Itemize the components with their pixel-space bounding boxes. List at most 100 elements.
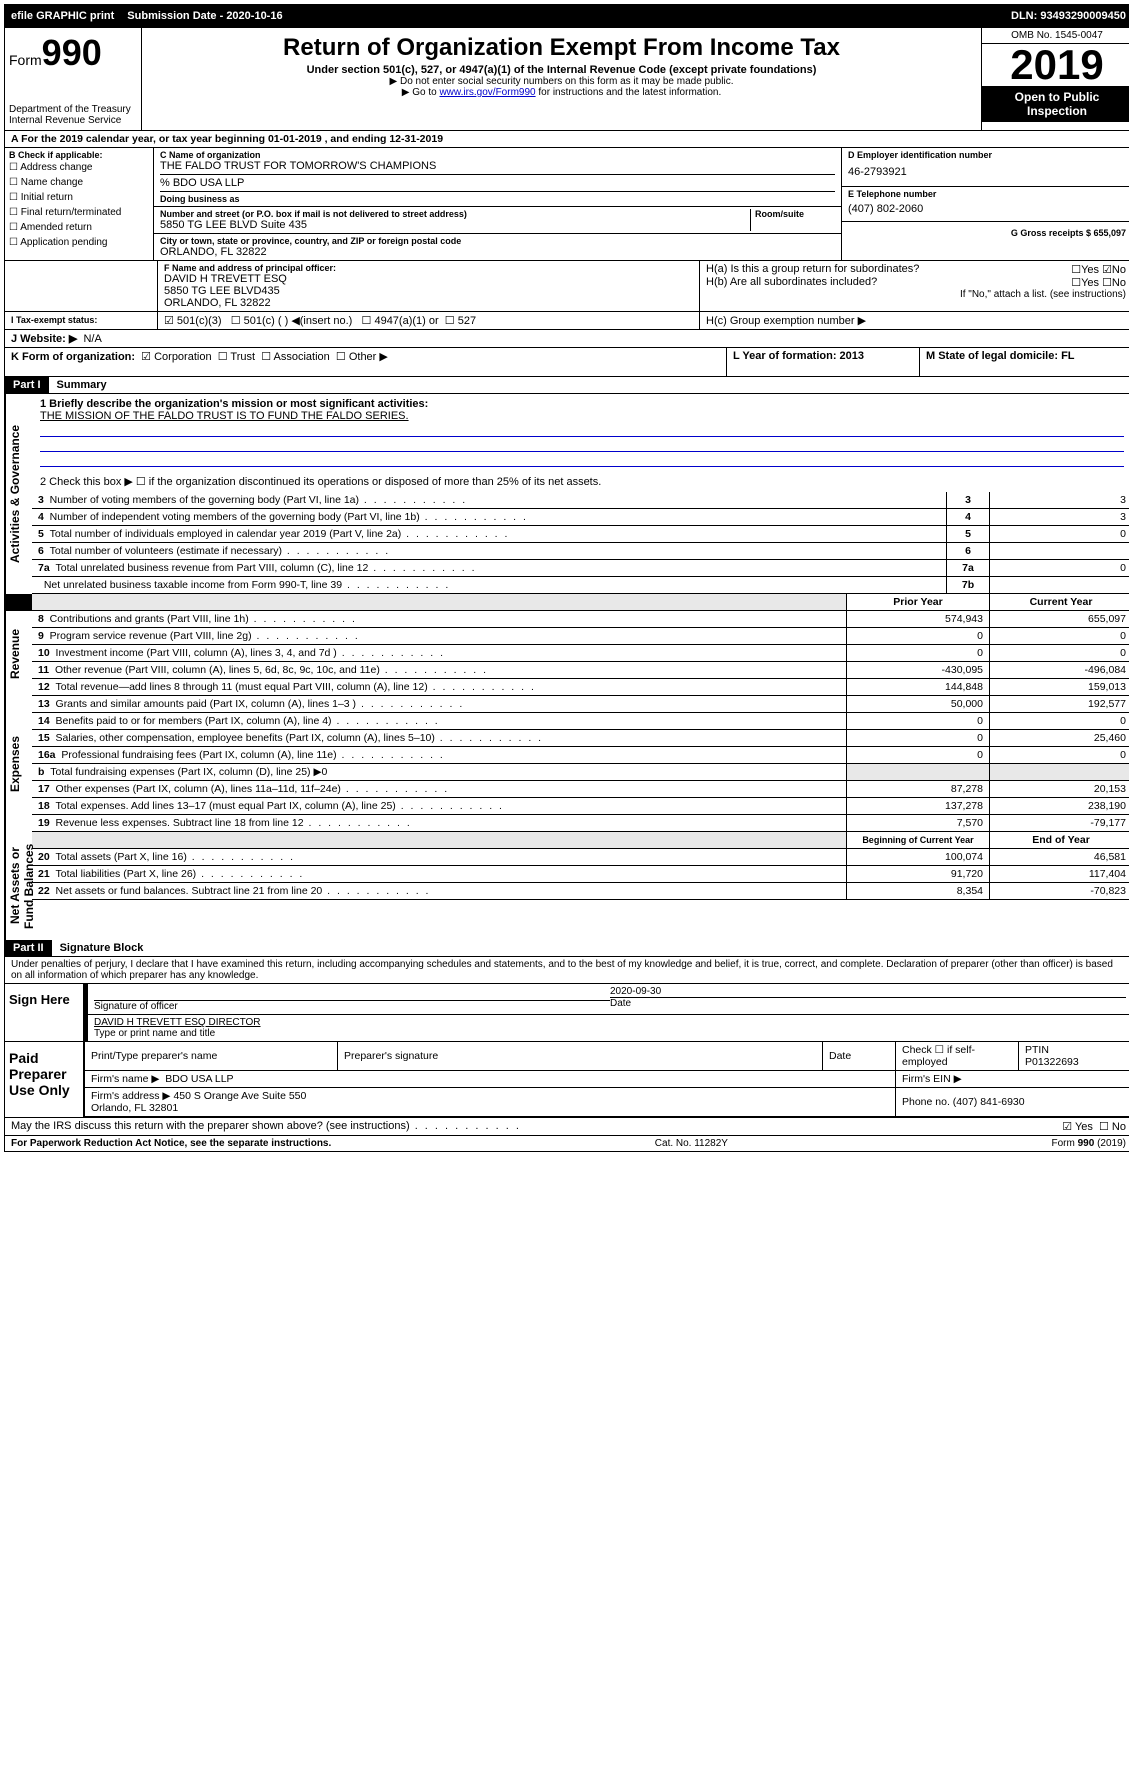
table-row: 17 Other expenses (Part IX, column (A), … — [32, 781, 1129, 798]
discuss-answer: ☑ Yes ☐ No — [970, 1118, 1129, 1135]
row-j: J Website: ▶ N/A — [4, 330, 1129, 348]
footer: For Paperwork Reduction Act Notice, see … — [4, 1136, 1129, 1152]
revenue-label: Revenue — [5, 611, 32, 696]
check-other[interactable]: ☐ Other ▶ — [336, 351, 388, 363]
table-row: 3 Number of voting members of the govern… — [32, 492, 1129, 509]
prior-year-header: Prior Year — [847, 594, 990, 611]
check-trust[interactable]: ☐ Trust — [218, 351, 255, 363]
table-row: 7a Total unrelated business revenue from… — [32, 560, 1129, 577]
table-row: 8 Contributions and grants (Part VIII, l… — [32, 611, 1129, 628]
top-bar: efile GRAPHIC print Submission Date - 20… — [4, 4, 1129, 28]
check-501c[interactable]: ☐ 501(c) ( ) ◀(insert no.) — [231, 315, 353, 327]
check-name-change[interactable]: ☐ Name change — [9, 175, 149, 190]
box-m: M State of legal domicile: FL — [920, 348, 1129, 376]
table-row: 12 Total revenue—add lines 8 through 11 … — [32, 679, 1129, 696]
box-b: B Check if applicable: ☐ Address change … — [5, 148, 154, 260]
tax-year: 2019 — [982, 44, 1129, 86]
form-subtitle: Under section 501(c), 527, or 4947(a)(1)… — [146, 64, 977, 76]
row-f-h: F Name and address of principal officer:… — [4, 261, 1129, 312]
sign-date: 2020-09-30 — [610, 986, 1126, 997]
activities-governance-section: Activities & Governance 1 Briefly descri… — [4, 394, 1129, 594]
efile-button[interactable]: efile GRAPHIC print — [5, 5, 121, 27]
care-of: % BDO USA LLP — [160, 174, 835, 189]
expenses-label: Expenses — [5, 696, 32, 832]
table-row: 18 Total expenses. Add lines 13–17 (must… — [32, 798, 1129, 815]
revenue-table: 8 Contributions and grants (Part VIII, l… — [32, 611, 1129, 696]
firm-ein-label: Firm's EIN ▶ — [896, 1071, 1129, 1088]
row-k-l-m: K Form of organization: ☑ Corporation ☐ … — [4, 348, 1129, 377]
check-4947[interactable]: ☐ 4947(a)(1) or — [362, 315, 439, 327]
form-note-2: ▶ Go to www.irs.gov/Form990 for instruct… — [146, 87, 977, 98]
table-row: 13 Grants and similar amounts paid (Part… — [32, 696, 1129, 713]
open-public-badge: Open to Public Inspection — [982, 86, 1129, 122]
paid-preparer-block: Paid Preparer Use Only Print/Type prepar… — [4, 1042, 1129, 1118]
street-address: 5850 TG LEE BLVD Suite 435 — [160, 219, 750, 231]
table-row: 16a Professional fundraising fees (Part … — [32, 747, 1129, 764]
expenses-table: 13 Grants and similar amounts paid (Part… — [32, 696, 1129, 832]
check-application-pending[interactable]: ☐ Application pending — [9, 235, 149, 250]
form-header: Form990 Department of the Treasury Inter… — [4, 28, 1129, 131]
submission-date: Submission Date - 2020-10-16 — [121, 5, 289, 27]
city-state-zip: ORLANDO, FL 32822 — [160, 246, 835, 258]
current-year-header: Current Year — [990, 594, 1129, 611]
firm-phone: Phone no. (407) 841-6930 — [896, 1088, 1129, 1117]
table-row: 6 Total number of volunteers (estimate i… — [32, 543, 1129, 560]
form-title: Return of Organization Exempt From Incom… — [146, 34, 977, 62]
q2-checkbox-row: 2 Check this box ▶ ☐ if the organization… — [40, 475, 1124, 488]
check-501c3[interactable]: ☑ 501(c)(3) — [164, 315, 222, 327]
website-value: N/A — [83, 333, 101, 345]
signature-line-label: Signature of officer — [94, 1000, 610, 1012]
firm-name: BDO USA LLP — [165, 1073, 233, 1085]
check-initial-return[interactable]: ☐ Initial return — [9, 190, 149, 205]
governance-table: 3 Number of voting members of the govern… — [32, 492, 1129, 594]
table-row: 22 Net assets or fund balances. Subtract… — [32, 883, 1129, 900]
h-b-answer: ☐Yes ☐No — [1071, 276, 1126, 289]
box-f: F Name and address of principal officer:… — [158, 261, 700, 311]
row-a-period: A For the 2019 calendar year, or tax yea… — [4, 131, 1129, 148]
expenses-section: Expenses 13 Grants and similar amounts p… — [4, 696, 1129, 832]
check-final-return[interactable]: ☐ Final return/terminated — [9, 205, 149, 220]
table-row: 4 Number of independent voting members o… — [32, 509, 1129, 526]
box-l: L Year of formation: 2013 — [727, 348, 920, 376]
check-amended[interactable]: ☐ Amended return — [9, 220, 149, 235]
officer-name: DAVID H TREVETT ESQ DIRECTOR — [94, 1017, 1126, 1028]
table-row: 20 Total assets (Part X, line 16) 100,07… — [32, 849, 1129, 866]
sign-here-block: Sign Here Signature of officer 2020-09-3… — [4, 984, 1129, 1042]
net-assets-label: Net Assets or Fund Balances — [5, 832, 32, 940]
perjury-statement: Under penalties of perjury, I declare th… — [4, 957, 1129, 984]
form-number: Form990 — [9, 32, 137, 74]
instructions-link[interactable]: www.irs.gov/Form990 — [439, 87, 535, 98]
form-version: Form 990 (2019) — [1052, 1138, 1126, 1149]
table-row: 15 Salaries, other compensation, employe… — [32, 730, 1129, 747]
box-h-c: H(c) Group exemption number ▶ — [700, 312, 1129, 329]
room-suite-label: Room/suite — [750, 209, 835, 231]
table-row: Net unrelated business taxable income fr… — [32, 577, 1129, 594]
table-row: 5 Total number of individuals employed i… — [32, 526, 1129, 543]
check-corporation[interactable]: ☑ Corporation — [141, 351, 211, 363]
box-h: H(a) Is this a group return for subordin… — [700, 261, 1129, 311]
table-row: 14 Benefits paid to or for members (Part… — [32, 713, 1129, 730]
org-name: THE FALDO TRUST FOR TOMORROW'S CHAMPIONS — [160, 160, 835, 172]
table-row: 10 Investment income (Part VIII, column … — [32, 645, 1129, 662]
activities-governance-label: Activities & Governance — [5, 394, 32, 594]
table-row: b Total fundraising expenses (Part IX, c… — [32, 764, 1129, 781]
h-a-answer: ☐Yes ☑No — [1071, 263, 1126, 276]
dln: DLN: 93493290009450 — [1005, 5, 1129, 27]
part-2-header: Part II Signature Block — [4, 940, 1129, 957]
part-1-header: Part I Summary — [4, 377, 1129, 394]
topbar-spacer — [290, 5, 1005, 27]
self-employed-check[interactable]: Check ☐ if self-employed — [896, 1042, 1019, 1071]
check-527[interactable]: ☐ 527 — [445, 315, 476, 327]
check-association[interactable]: ☐ Association — [261, 351, 330, 363]
end-year-header: End of Year — [990, 832, 1129, 849]
begin-year-header: Beginning of Current Year — [847, 832, 990, 849]
table-row: 19 Revenue less expenses. Subtract line … — [32, 815, 1129, 832]
ptin-value: P01322693 — [1025, 1056, 1079, 1068]
identification-block: B Check if applicable: ☐ Address change … — [4, 148, 1129, 261]
table-row: 9 Program service revenue (Part VIII, li… — [32, 628, 1129, 645]
discuss-row: May the IRS discuss this return with the… — [4, 1118, 1129, 1136]
check-address-change[interactable]: ☐ Address change — [9, 160, 149, 175]
box-c: C Name of organization THE FALDO TRUST F… — [154, 148, 841, 260]
department-label: Department of the Treasury Internal Reve… — [9, 104, 137, 126]
box-g: G Gross receipts $ 655,097 — [842, 222, 1129, 244]
